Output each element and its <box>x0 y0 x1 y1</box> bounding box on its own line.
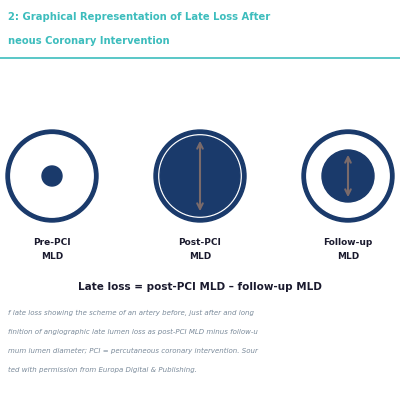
Text: MLD: MLD <box>41 252 63 261</box>
Text: Post-PCI: Post-PCI <box>178 238 222 247</box>
Circle shape <box>154 130 246 222</box>
Text: MLD: MLD <box>337 252 359 261</box>
Text: mum lumen diameter; PCI = percutaneous coronary intervention. Sour: mum lumen diameter; PCI = percutaneous c… <box>8 348 258 354</box>
Text: Follow-up: Follow-up <box>323 238 373 247</box>
Text: f late loss showing the scheme of an artery before, just after and long: f late loss showing the scheme of an art… <box>8 310 254 316</box>
Circle shape <box>42 166 62 186</box>
Circle shape <box>159 135 241 217</box>
Text: neous Coronary Intervention: neous Coronary Intervention <box>8 36 170 46</box>
Text: 2: Graphical Representation of Late Loss After: 2: Graphical Representation of Late Loss… <box>8 12 270 22</box>
Circle shape <box>11 135 93 217</box>
Circle shape <box>160 136 240 216</box>
Text: finition of angiographic late lumen loss as post-PCI MLD minus follow-u: finition of angiographic late lumen loss… <box>8 329 258 335</box>
Circle shape <box>307 135 389 217</box>
Circle shape <box>302 130 394 222</box>
Circle shape <box>6 130 98 222</box>
Circle shape <box>322 150 374 202</box>
Text: Pre-PCI: Pre-PCI <box>33 238 71 247</box>
Text: MLD: MLD <box>189 252 211 261</box>
Text: ted with permission from Europa Digital & Publishing.: ted with permission from Europa Digital … <box>8 366 197 372</box>
Text: Late loss = post-PCI MLD – follow-up MLD: Late loss = post-PCI MLD – follow-up MLD <box>78 282 322 292</box>
